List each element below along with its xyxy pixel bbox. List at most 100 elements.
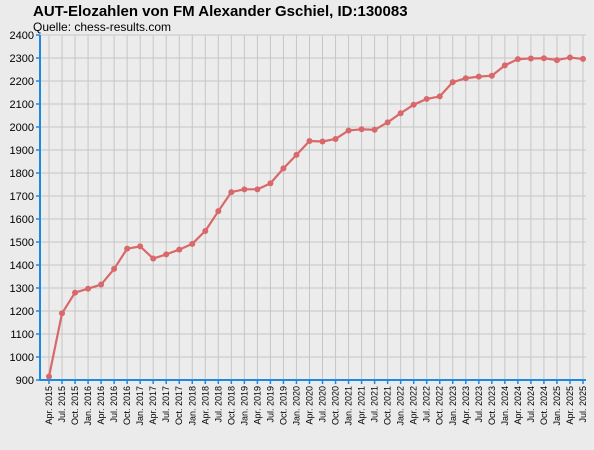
chart-subtitle: Quelle: chess-results.com bbox=[33, 20, 172, 34]
data-point bbox=[241, 186, 248, 193]
data-point bbox=[319, 138, 326, 145]
x-tick-label: Apr. 2015 bbox=[44, 386, 54, 425]
data-point bbox=[111, 265, 118, 272]
x-tick-label: Jan. 2021 bbox=[344, 386, 354, 426]
x-tick-label: Jan. 2017 bbox=[135, 386, 145, 426]
x-tick-label: Jul. 2020 bbox=[318, 386, 328, 423]
data-point bbox=[514, 56, 521, 63]
data-point bbox=[137, 243, 144, 250]
x-tick-label: Oct. 2016 bbox=[122, 386, 132, 425]
x-tick-label: Jul. 2021 bbox=[370, 386, 380, 423]
x-tick-label: Oct. 2015 bbox=[70, 386, 80, 425]
data-point bbox=[46, 373, 52, 380]
x-tick-label: Jan. 2023 bbox=[448, 386, 458, 426]
y-tick-label: 1900 bbox=[10, 145, 34, 157]
chart-axes bbox=[36, 34, 586, 384]
data-point bbox=[449, 79, 456, 86]
data-point bbox=[293, 151, 300, 158]
data-point bbox=[176, 246, 183, 253]
data-point bbox=[189, 240, 196, 247]
data-point bbox=[384, 119, 391, 126]
data-point bbox=[267, 180, 274, 187]
x-tick-label: Apr. 2024 bbox=[513, 386, 523, 425]
plot-background bbox=[40, 35, 586, 380]
y-tick-labels: 900 1000 1100 1200 1300 1400 1500 1600 1700 1800 1… bbox=[10, 30, 34, 387]
y-tick-label: 1300 bbox=[10, 283, 34, 295]
y-tick-label: 1800 bbox=[10, 168, 34, 180]
x-tick-label: Jul. 2025 bbox=[578, 386, 588, 423]
x-tick-label: Apr. 2023 bbox=[461, 386, 471, 425]
y-tick-label: 2300 bbox=[10, 53, 34, 65]
data-point bbox=[553, 57, 560, 64]
data-point bbox=[410, 101, 417, 108]
x-tick-label: Jan. 2024 bbox=[500, 386, 510, 426]
data-point bbox=[540, 55, 547, 62]
x-tick-label: Jul. 2018 bbox=[213, 386, 223, 423]
x-tick-label: Jul. 2019 bbox=[265, 386, 275, 423]
x-tick-label: Apr. 2025 bbox=[565, 386, 575, 425]
y-tick-label: 1600 bbox=[10, 214, 34, 226]
data-point bbox=[345, 127, 352, 134]
data-point bbox=[59, 310, 66, 317]
y-tick-label: 2200 bbox=[10, 76, 34, 88]
x-tick-label: Jan. 2019 bbox=[239, 386, 249, 426]
x-tick-label: Oct. 2024 bbox=[539, 386, 549, 425]
chart-grid bbox=[40, 34, 586, 381]
data-point bbox=[85, 285, 92, 292]
x-tick-label: Jan. 2018 bbox=[187, 386, 197, 426]
x-tick-label: Jul. 2023 bbox=[474, 386, 484, 423]
y-tick-label: 2100 bbox=[10, 99, 34, 111]
data-point bbox=[566, 54, 573, 61]
y-tick-label: 900 bbox=[16, 375, 34, 387]
data-point bbox=[371, 126, 378, 133]
x-tick-label: Apr. 2022 bbox=[409, 386, 419, 425]
data-point bbox=[215, 208, 222, 215]
x-tick-label: Oct. 2020 bbox=[331, 386, 341, 425]
x-tick-label: Oct. 2018 bbox=[226, 386, 236, 425]
y-tick-label: 1200 bbox=[10, 306, 34, 318]
series-group bbox=[46, 54, 586, 380]
x-tick-label: Jul. 2015 bbox=[57, 386, 67, 423]
data-point bbox=[202, 227, 209, 234]
data-point bbox=[397, 110, 404, 117]
x-tick-label: Jul. 2016 bbox=[109, 386, 119, 423]
y-tick-label: 2400 bbox=[10, 30, 34, 42]
x-tick-label: Jan. 2016 bbox=[83, 386, 93, 426]
x-tick-labels: Apr. 2015 Jul. 2015 Oct. 2015 Jan. 2016 Apr.… bbox=[44, 386, 588, 426]
x-tick-label: Apr. 2020 bbox=[304, 386, 314, 425]
data-point bbox=[72, 289, 79, 296]
y-tick-label: 1500 bbox=[10, 237, 34, 249]
x-tick-label: Jan. 2025 bbox=[552, 386, 562, 426]
x-tick-label: Oct. 2022 bbox=[435, 386, 445, 425]
x-tick-label: Apr. 2016 bbox=[96, 386, 106, 425]
x-tick-label: Jul. 2017 bbox=[161, 386, 171, 423]
data-point bbox=[488, 72, 495, 79]
x-tick-label: Oct. 2021 bbox=[383, 386, 393, 425]
data-point bbox=[254, 186, 261, 193]
data-point bbox=[150, 255, 157, 262]
x-tick-label: Jul. 2022 bbox=[422, 386, 432, 423]
data-point bbox=[580, 55, 586, 62]
data-point bbox=[527, 55, 534, 62]
data-point bbox=[124, 245, 131, 252]
data-point bbox=[98, 281, 105, 288]
x-tick-label: Apr. 2017 bbox=[148, 386, 158, 425]
y-tick-label: 1400 bbox=[10, 260, 34, 272]
data-point bbox=[501, 62, 508, 69]
x-tick-label: Jan. 2020 bbox=[291, 386, 301, 426]
x-tick-label: Jul. 2024 bbox=[526, 386, 536, 423]
x-tick-label: Oct. 2019 bbox=[278, 386, 288, 425]
y-tick-label: 1100 bbox=[10, 329, 34, 341]
data-point bbox=[163, 251, 170, 258]
chart-title: AUT-Elozahlen von FM Alexander Gschiel, … bbox=[33, 3, 408, 20]
x-tick-label: Oct. 2023 bbox=[487, 386, 497, 425]
data-point bbox=[280, 165, 287, 172]
x-tick-label: Apr. 2021 bbox=[357, 386, 367, 425]
x-tick-label: Apr. 2019 bbox=[252, 386, 262, 425]
x-tick-label: Apr. 2018 bbox=[200, 386, 210, 425]
x-tick-label: Jan. 2022 bbox=[396, 386, 406, 426]
data-point bbox=[228, 189, 235, 196]
data-point bbox=[423, 95, 430, 102]
data-point bbox=[306, 138, 313, 145]
